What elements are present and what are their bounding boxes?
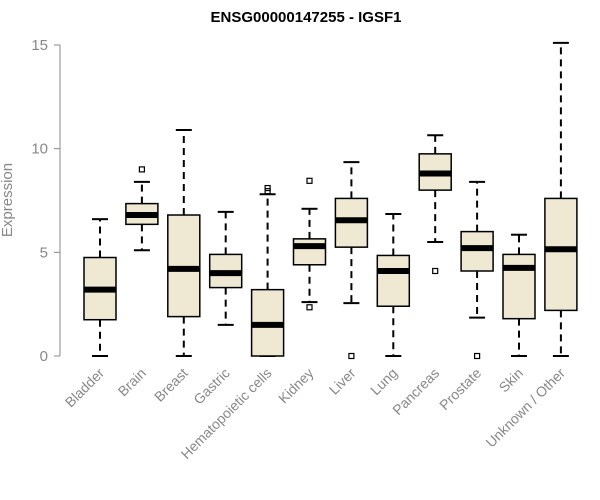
iqr-box — [460, 230, 494, 272]
boxes-group — [83, 41, 578, 360]
box-skin — [502, 233, 536, 357]
box-kidney — [292, 177, 327, 311]
category-label: Liver — [326, 365, 359, 398]
outlier-point — [474, 352, 481, 360]
category-label: Breast — [151, 365, 191, 405]
y-axis-label: Expression — [0, 163, 16, 237]
outlier-point — [306, 177, 313, 184]
box-breast — [167, 129, 201, 357]
category-label: Skin — [496, 365, 527, 396]
category-label: Prostate — [436, 365, 484, 413]
y-tick-label: 15 — [31, 37, 48, 54]
outlier-point — [264, 188, 271, 195]
iqr-box — [376, 254, 411, 307]
box-prostate — [460, 180, 494, 360]
chart-title: ENSG00000147255 - IGSF1 — [211, 9, 402, 26]
iqr-box — [167, 214, 201, 318]
outlier-point — [432, 267, 439, 275]
box-bladder — [83, 218, 117, 357]
box-pancreas — [418, 134, 452, 275]
box-unknown-other — [544, 41, 578, 357]
y-tick-label: 0 — [40, 348, 48, 365]
category-label: Lung — [367, 365, 400, 398]
iqr-box — [502, 253, 536, 320]
category-label: Pancreas — [389, 365, 442, 418]
iqr-box — [292, 238, 327, 266]
category-label: Unknown / Other — [482, 365, 568, 451]
category-label: Brain — [115, 365, 149, 399]
category-label: Bladder — [62, 365, 108, 411]
box-hematopoietic-cells — [250, 184, 285, 357]
outlier-point — [138, 166, 145, 173]
outlier-point — [348, 352, 355, 360]
outlier-point — [264, 184, 271, 192]
iqr-box — [544, 197, 578, 312]
y-tick-label: 10 — [31, 141, 48, 158]
box-lung — [376, 212, 411, 357]
box-gastric — [208, 210, 243, 326]
outlier-point — [306, 304, 313, 311]
category-label: Kidney — [275, 365, 317, 407]
y-tick-label: 5 — [40, 244, 48, 261]
y-ticks: 0 5 10 15 — [31, 37, 60, 365]
box-brain — [125, 166, 159, 252]
box-liver — [334, 161, 369, 360]
